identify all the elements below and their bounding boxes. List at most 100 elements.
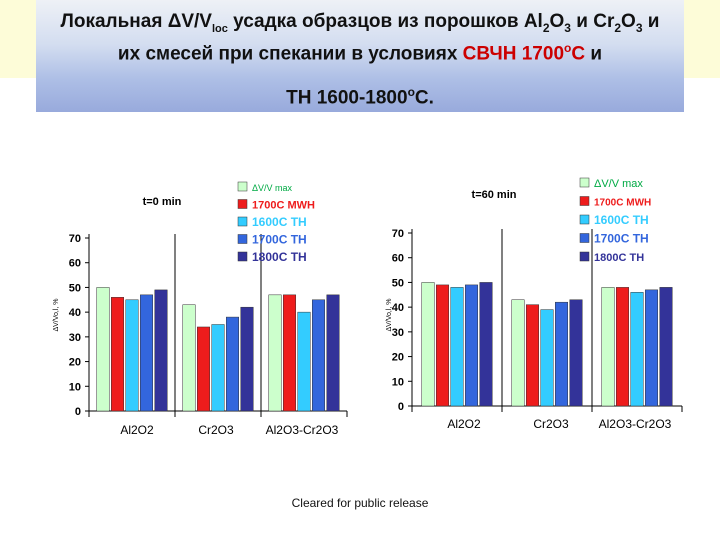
title-line-3: ТН 1600-1800oС. [0,80,720,110]
title-part: и [642,11,660,32]
y-tick-label: 30 [69,332,81,344]
title-part: и [585,43,603,65]
title-red-part: С [571,43,586,65]
legend-label: 1700C MWH [252,200,315,212]
title-part: и Cr [570,11,615,32]
bar [182,304,196,412]
title-red-part: СВЧН 1700 [462,43,565,65]
category-label: Cr2O3 [533,417,569,431]
legend-swatch [579,177,590,188]
title-sub: 3 [564,20,571,35]
title-part: Локальная ΔV/V [60,11,212,32]
y-tick-label: 10 [392,376,404,388]
legend-label: ΔV/V max [594,178,643,190]
title-part: ТН 1600-1800 [286,87,408,109]
title-sup: o [407,85,415,99]
title-sub: loc [211,22,228,35]
y-tick-label: 50 [392,277,404,289]
bar [436,284,449,407]
bar [450,287,464,407]
bar [465,284,478,407]
title-sup: o [564,41,572,55]
bar [211,324,225,412]
title-sub: 3 [635,20,643,35]
y-tick-label: 70 [392,228,404,240]
legend-label: 1600C TH [594,213,649,227]
footer-note: Cleared for public release [291,496,429,510]
category-label: Al2O2 [447,417,481,431]
bar [111,297,124,412]
bar [154,289,168,412]
category-label: Al2O2 [120,423,154,437]
bar [140,294,153,412]
y-tick-label: 20 [69,357,81,369]
legend-swatch [237,199,248,209]
bar [630,292,644,407]
y-tick-label: 10 [69,381,81,393]
legend-label: 1800C TH [252,250,307,264]
legend-swatch [237,181,248,192]
bar [240,306,254,412]
bar [283,294,296,412]
bar [312,299,325,412]
bar [645,289,658,407]
category-label: Cr2O3 [198,423,234,437]
legend-label: 1700C TH [594,232,649,246]
legend-swatch [579,214,590,225]
y-tick-label: 30 [392,327,404,339]
y-tick-label: 0 [75,406,81,418]
bar [511,299,525,407]
bar [555,301,568,407]
bar [526,304,539,407]
y-tick-label: 70 [69,233,81,245]
category-label: Al2O3-Cr2O3 [599,417,672,431]
title-part: усадка образцов из порошков Al [227,11,543,32]
legend-label: 1700C TH [252,233,307,247]
bar [569,299,583,407]
y-tick-label: 0 [398,401,404,413]
bar [268,294,282,412]
bar [96,287,110,412]
legend-label: 1700C MWH [594,198,651,209]
title-line-2: их смесей при спекании в условиях СВЧН 1… [0,36,720,66]
title-part: С. [414,87,434,109]
legend-label: ΔV/V max [252,183,293,193]
legend-swatch [579,233,590,243]
y-axis-label: ΔV/Vo,l, % [386,298,393,331]
bar [601,287,615,407]
title-sub: 2 [614,20,622,35]
legend-swatch [237,216,248,227]
title-line-1: Локальная ΔV/Vloc усадка образцов из пор… [0,10,720,41]
legend-swatch [237,234,248,244]
title-part: O [621,11,636,32]
legend-swatch [579,251,590,262]
title-part: O [549,11,565,32]
y-axis-label: ΔV/Vo,l, % [53,298,60,331]
title-part: их смесей при спекании в условиях [117,43,463,65]
bar [659,287,673,407]
y-tick-label: 60 [69,258,81,270]
bar [616,287,629,407]
bar [197,326,210,412]
y-tick-label: 20 [392,352,404,364]
category-label: Al2O3-Cr2O3 [266,423,339,437]
bar [421,282,435,407]
bar [540,309,554,407]
legend-label: 1600C TH [252,215,307,229]
chart-title: t=60 min [472,189,517,201]
y-tick-label: 60 [392,253,404,265]
legend-swatch [579,196,590,206]
bar [226,316,239,412]
bar [125,299,139,412]
bar [479,282,493,407]
bar [326,294,340,412]
chart-title: t=0 min [143,196,182,208]
bar [297,311,311,412]
legend-label: 1800C TH [594,252,644,264]
y-tick-label: 50 [69,282,81,294]
header-glow [36,0,684,112]
legend-swatch [237,251,248,262]
y-tick-label: 40 [69,307,81,319]
y-tick-label: 40 [392,302,404,314]
